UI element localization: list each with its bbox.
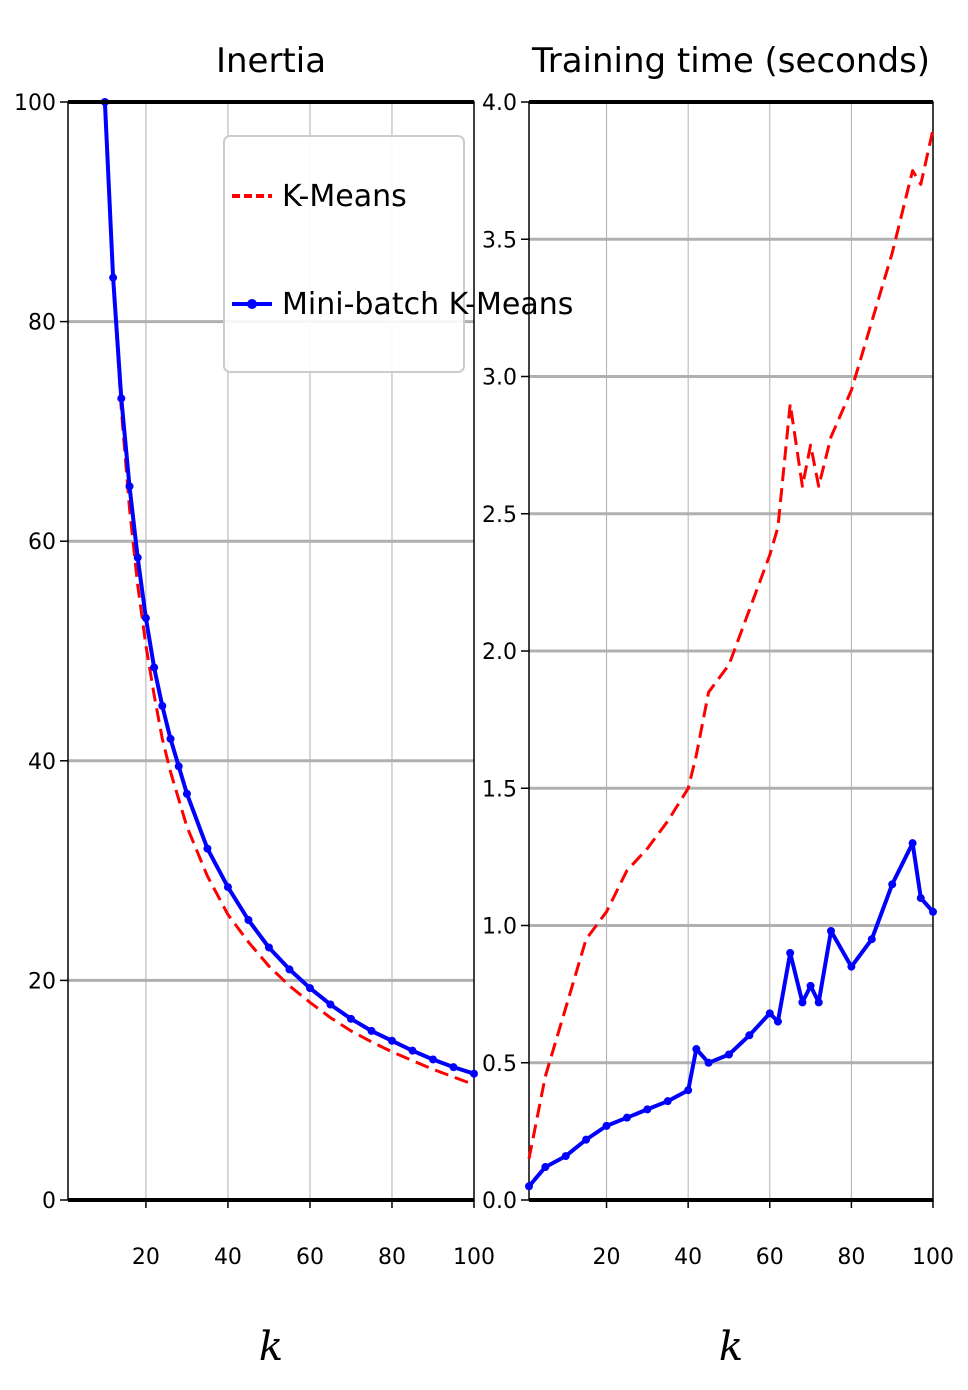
legend-marker	[247, 299, 257, 309]
inertia-y-tick-label: 40	[28, 750, 56, 775]
training-time-y-tick-label: 0.5	[482, 1052, 517, 1077]
training-time-series-point	[663, 1097, 672, 1106]
inertia-x-tick-label: 20	[132, 1245, 160, 1270]
inertia-y-tick-label: 20	[28, 969, 56, 994]
training-time-y-tick-label: 1.0	[482, 915, 517, 940]
inertia-series-point	[166, 734, 175, 743]
inertia-series-point	[264, 943, 273, 952]
inertia-series-point	[182, 789, 191, 798]
inertia-series-point	[109, 273, 118, 282]
inertia-x-axis-label: k	[259, 1324, 283, 1370]
inertia-series-point	[223, 883, 232, 892]
training-time-series-point	[908, 839, 917, 848]
inertia-panel: 20 40 60 80 100 0 20 40 60 80 100 Inertia k K-Mean…	[14, 41, 573, 1370]
inertia-series-point	[305, 984, 314, 993]
training-time-series-point	[602, 1121, 611, 1130]
inertia-y-tick-label: 80	[28, 311, 56, 336]
training-time-x-tick-label: 100	[912, 1245, 954, 1270]
training-time-y-tick-label: 1.5	[482, 777, 517, 802]
legend-label-kmeans: K-Means	[282, 179, 407, 214]
inertia-series-point	[326, 1000, 335, 1009]
inertia-series-point	[150, 663, 159, 672]
training-time-series-point	[765, 1009, 774, 1018]
inertia-series-point	[125, 482, 134, 491]
training-time-y-tick-label: 3.0	[482, 366, 517, 391]
training-time-series-point	[684, 1086, 693, 1095]
training-time-x-tick-label: 80	[837, 1245, 865, 1270]
legend: K-Means Mini-batch K-Means	[223, 135, 573, 373]
training-time-x-axis-label: k	[719, 1324, 743, 1370]
inertia-ticks: 20 40 60 80 100 0 20 40 60 80 100	[14, 91, 495, 1270]
training-time-series-point	[643, 1105, 652, 1114]
inertia-x-tick-label: 100	[453, 1245, 495, 1270]
training-time-series-point	[692, 1045, 701, 1054]
training-time-series-point	[541, 1163, 550, 1172]
training-time-series-point	[867, 935, 876, 944]
training-time-series-point	[814, 998, 823, 1007]
training-time-series-minibatch-kmeans-line	[527, 841, 935, 1188]
inertia-y-tick-label: 100	[14, 91, 56, 116]
training-time-series-point	[806, 981, 815, 990]
training-time-y-tick-label: 4.0	[482, 91, 517, 116]
inertia-series-point	[387, 1036, 396, 1045]
inertia-y-tick-label: 60	[28, 530, 56, 555]
training-time-series-group	[525, 129, 937, 1191]
inertia-y-tick-label: 0	[42, 1189, 56, 1214]
inertia-series-point	[470, 1069, 478, 1078]
inertia-series-point	[174, 762, 183, 771]
training-time-series-point	[704, 1058, 713, 1067]
legend-box	[223, 135, 465, 373]
training-time-y-tick-label: 2.5	[482, 503, 517, 528]
training-time-series-point	[622, 1113, 631, 1122]
inertia-series-point	[449, 1063, 458, 1072]
training-time-series-point	[582, 1135, 591, 1144]
training-time-series-point	[525, 1182, 533, 1191]
training-time-x-tick-label: 40	[674, 1245, 702, 1270]
inertia-series-group	[100, 98, 478, 1087]
training-time-series-point	[724, 1050, 733, 1059]
training-time-y-tick-label: 2.0	[482, 640, 517, 665]
inertia-x-tick-label: 40	[214, 1245, 242, 1270]
inertia-series-point	[133, 553, 142, 562]
training-time-series-point	[773, 1017, 782, 1026]
inertia-series-point	[428, 1055, 437, 1064]
inertia-series-point	[285, 965, 294, 974]
training-time-series-point	[745, 1031, 754, 1040]
inertia-series-point	[408, 1046, 417, 1055]
inertia-series-point	[141, 614, 150, 623]
inertia-series-kmeans-line	[103, 101, 475, 1087]
training-time-series-point	[847, 962, 856, 971]
training-time-series-point	[888, 880, 897, 889]
training-time-series-point	[561, 1152, 570, 1161]
training-time-series-point	[798, 998, 807, 1007]
inertia-series-point	[346, 1014, 355, 1023]
training-time-ticks: 20 40 60 80 100 0.0 0.5 1.0 1.5 2.0 2.5 3.0 3.5 4.0	[482, 91, 954, 1270]
training-time-y-tick-label: 0.0	[482, 1189, 517, 1214]
training-time-x-tick-label: 20	[593, 1245, 621, 1270]
inertia-series-point	[117, 394, 126, 403]
inertia-series-point	[367, 1026, 376, 1035]
inertia-title: Inertia	[216, 41, 326, 81]
training-time-series-point	[826, 926, 835, 935]
inertia-series-point	[244, 916, 253, 925]
inertia-x-tick-label: 60	[296, 1245, 324, 1270]
training-time-series-point	[786, 948, 795, 957]
training-time-title: Training time (seconds)	[531, 41, 930, 81]
inertia-series-point	[158, 701, 167, 710]
inertia-x-tick-label: 80	[378, 1245, 406, 1270]
training-time-series-point	[929, 907, 937, 916]
legend-label-minibatch-kmeans: Mini-batch K-Means	[282, 287, 573, 322]
inertia-series-point	[203, 844, 212, 853]
training-time-panel: 20 40 60 80 100 0.0 0.5 1.0 1.5 2.0 2.5 3.0 3.5 4.0 T…	[482, 41, 954, 1370]
training-time-y-tick-label: 3.5	[482, 228, 517, 253]
training-time-x-tick-label: 60	[756, 1245, 784, 1270]
training-time-series-point	[916, 894, 925, 903]
training-time-series-kmeans-line	[527, 129, 935, 1160]
training-time-gridlines	[529, 100, 934, 1202]
